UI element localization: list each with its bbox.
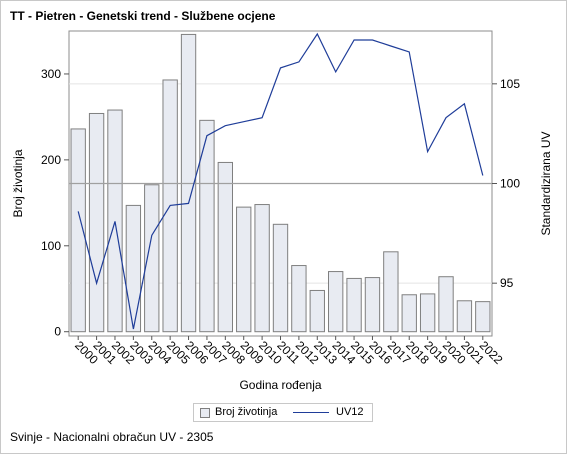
y2-tick-label: 105 — [500, 77, 520, 91]
bar — [438, 276, 454, 333]
bar — [88, 112, 105, 333]
bar — [309, 289, 325, 333]
uv12-line — [77, 32, 484, 330]
bar — [217, 161, 233, 333]
bar — [364, 277, 381, 333]
bar — [383, 251, 399, 333]
bar — [144, 184, 160, 333]
bar — [401, 294, 417, 333]
x-axis-label: Godina rođenja — [239, 378, 321, 392]
legend: Broj životinja UV12 — [193, 403, 373, 422]
legend-label-bars: Broj životinja — [215, 406, 278, 418]
bar — [254, 204, 270, 333]
y-axis-label: Broj životinja — [11, 149, 25, 217]
y2-tick-label: 95 — [500, 276, 514, 290]
y-tick-label: 100 — [41, 239, 61, 253]
y-tick-label: 300 — [41, 67, 61, 81]
legend-line-swatch — [293, 412, 329, 413]
footnote: Svinje - Nacionalni obračun UV - 2305 — [10, 430, 214, 444]
y2-tick-label: 100 — [500, 177, 520, 191]
y-tick-label: 0 — [54, 325, 61, 339]
bar — [107, 109, 123, 333]
bar — [291, 265, 307, 333]
bar — [346, 277, 362, 333]
chart-title: TT - Pietren - Genetski trend - Službene… — [10, 9, 276, 23]
bar — [272, 223, 289, 333]
bar — [475, 301, 491, 333]
bar — [70, 128, 86, 333]
y2-axis-label: Standardizirana UV — [539, 131, 553, 235]
y-tick-label: 200 — [41, 153, 61, 167]
bar — [456, 300, 473, 333]
bar — [328, 271, 344, 333]
legend-label-line: UV12 — [336, 406, 364, 418]
bar — [419, 293, 436, 333]
bar — [199, 119, 215, 333]
bar — [236, 206, 252, 333]
legend-bar-swatch — [200, 408, 210, 418]
bar — [125, 204, 142, 333]
